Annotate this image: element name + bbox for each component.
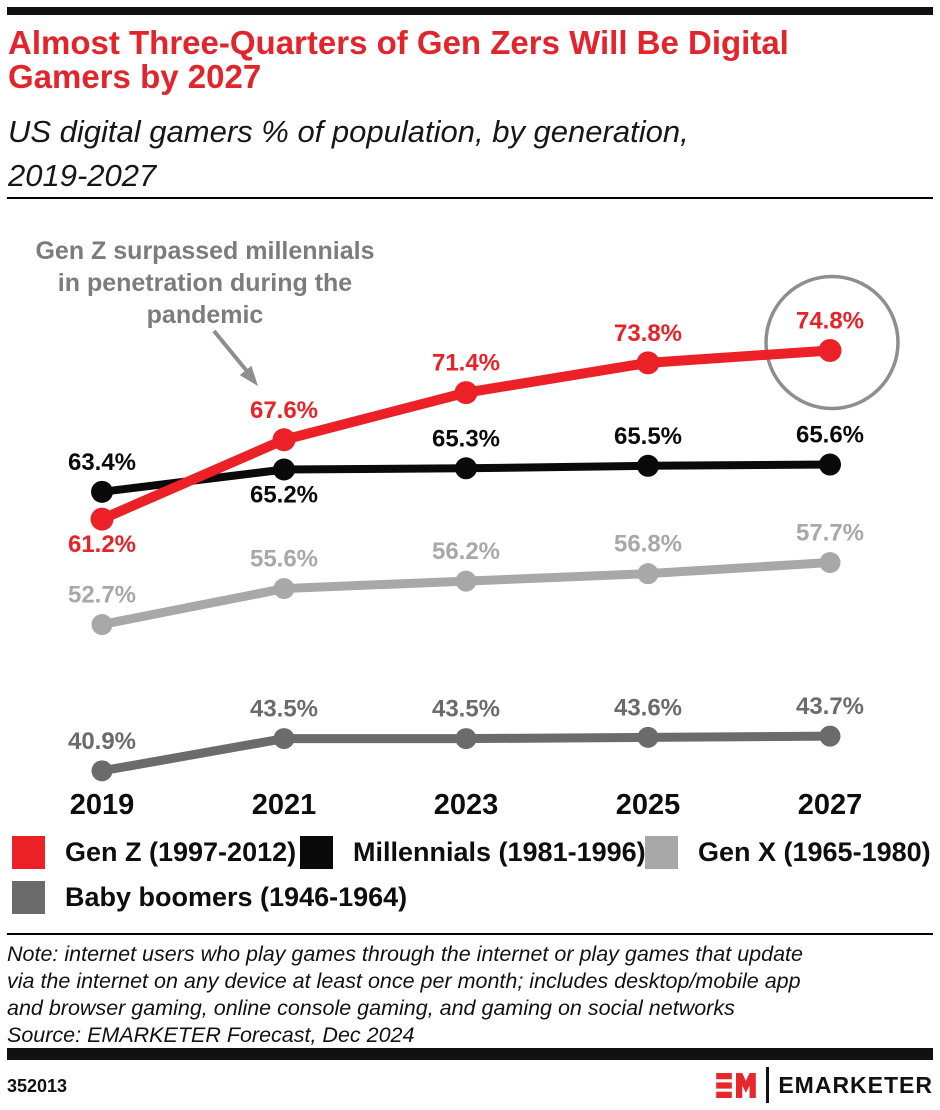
svg-text:pandemic: pandemic — [147, 301, 264, 329]
svg-text:2025: 2025 — [616, 789, 681, 821]
gen-x-swatch-icon — [645, 836, 678, 869]
svg-text:71.4%: 71.4% — [432, 350, 500, 377]
note-block: Note: internet users who play games thro… — [7, 941, 933, 1049]
brand-name: EMARKETER — [778, 1071, 933, 1098]
svg-text:55.6%: 55.6% — [250, 546, 318, 573]
legend-item-baby-boomers: Baby boomers (1946-1964) — [12, 881, 407, 914]
svg-text:74.8%: 74.8% — [796, 307, 864, 334]
page-subtitle: US digital gamers % of population, by ge… — [8, 110, 928, 198]
svg-text:2021: 2021 — [252, 789, 317, 821]
note-line3: and browser gaming, online console gamin… — [7, 996, 735, 1020]
source-line: Source: EMARKETER Forecast, Dec 2024 — [7, 1023, 415, 1047]
svg-text:2027: 2027 — [798, 789, 863, 821]
svg-text:61.2%: 61.2% — [68, 531, 136, 558]
legend-item-gen-x: Gen X (1965-1980) — [645, 836, 931, 869]
legend-label-gen-z: Gen Z (1997-2012) — [65, 837, 297, 867]
svg-text:Gen Z surpassed millennials: Gen Z surpassed millennials — [35, 237, 374, 265]
baby-boomers-swatch-icon — [12, 881, 45, 914]
svg-text:40.9%: 40.9% — [68, 728, 136, 755]
note-divider — [7, 933, 933, 935]
gen-z-swatch-icon — [12, 836, 45, 869]
em-mark-icon — [716, 1072, 757, 1098]
svg-text:65.5%: 65.5% — [614, 423, 682, 450]
svg-text:65.3%: 65.3% — [432, 425, 500, 452]
legend-item-gen-z: Gen Z (1997-2012) — [12, 836, 296, 869]
legend-label-baby-boomers: Baby boomers (1946-1964) — [65, 882, 408, 912]
svg-text:63.4%: 63.4% — [68, 449, 136, 476]
svg-text:73.8%: 73.8% — [614, 320, 682, 347]
svg-text:56.2%: 56.2% — [432, 538, 500, 565]
note-line1: Note: internet users who play games thro… — [7, 942, 803, 966]
svg-text:65.6%: 65.6% — [796, 422, 864, 449]
page-subtitle-line1: US digital gamers % of population, by ge… — [8, 114, 689, 149]
svg-text:43.7%: 43.7% — [796, 693, 864, 720]
bottom-accent-bar — [7, 1048, 933, 1060]
note-line2: via the internet on any device at least … — [7, 969, 801, 993]
svg-text:43.6%: 43.6% — [614, 694, 682, 721]
svg-text:52.7%: 52.7% — [68, 582, 136, 609]
page-title-line1: Almost Three-Quarters of Gen Zers Will B… — [8, 24, 789, 61]
svg-text:56.8%: 56.8% — [614, 531, 682, 558]
legend-label-gen-x: Gen X (1965-1980) — [698, 837, 931, 867]
page-title-line2: Gamers by 2027 — [8, 58, 262, 95]
top-accent-bar — [7, 7, 933, 15]
svg-text:65.2%: 65.2% — [250, 482, 318, 509]
svg-text:43.5%: 43.5% — [432, 696, 500, 723]
line-chart: Gen Z surpassed millennials in penetratio… — [35, 237, 900, 821]
svg-text:2019: 2019 — [70, 789, 135, 821]
page-subtitle-line2: 2019-2027 — [8, 158, 157, 193]
svg-text:43.5%: 43.5% — [250, 696, 318, 723]
header-divider — [7, 197, 933, 199]
svg-text:57.7%: 57.7% — [796, 520, 864, 547]
emarketer-logo: EMARKETER — [716, 1067, 933, 1103]
svg-text:2023: 2023 — [434, 789, 499, 821]
millennials-swatch-icon — [300, 836, 333, 869]
chart-id-number: 352013 — [7, 1076, 68, 1096]
svg-text:in penetration during the: in penetration during the — [58, 269, 353, 297]
legend-label-millennials: Millennials (1981-1996) — [353, 837, 646, 867]
legend-item-millennials: Millennials (1981-1996) — [300, 836, 646, 869]
logo-divider — [766, 1067, 770, 1103]
svg-text:67.6%: 67.6% — [250, 397, 318, 424]
page-title: Almost Three-Quarters of Gen Zers Will B… — [8, 26, 928, 94]
